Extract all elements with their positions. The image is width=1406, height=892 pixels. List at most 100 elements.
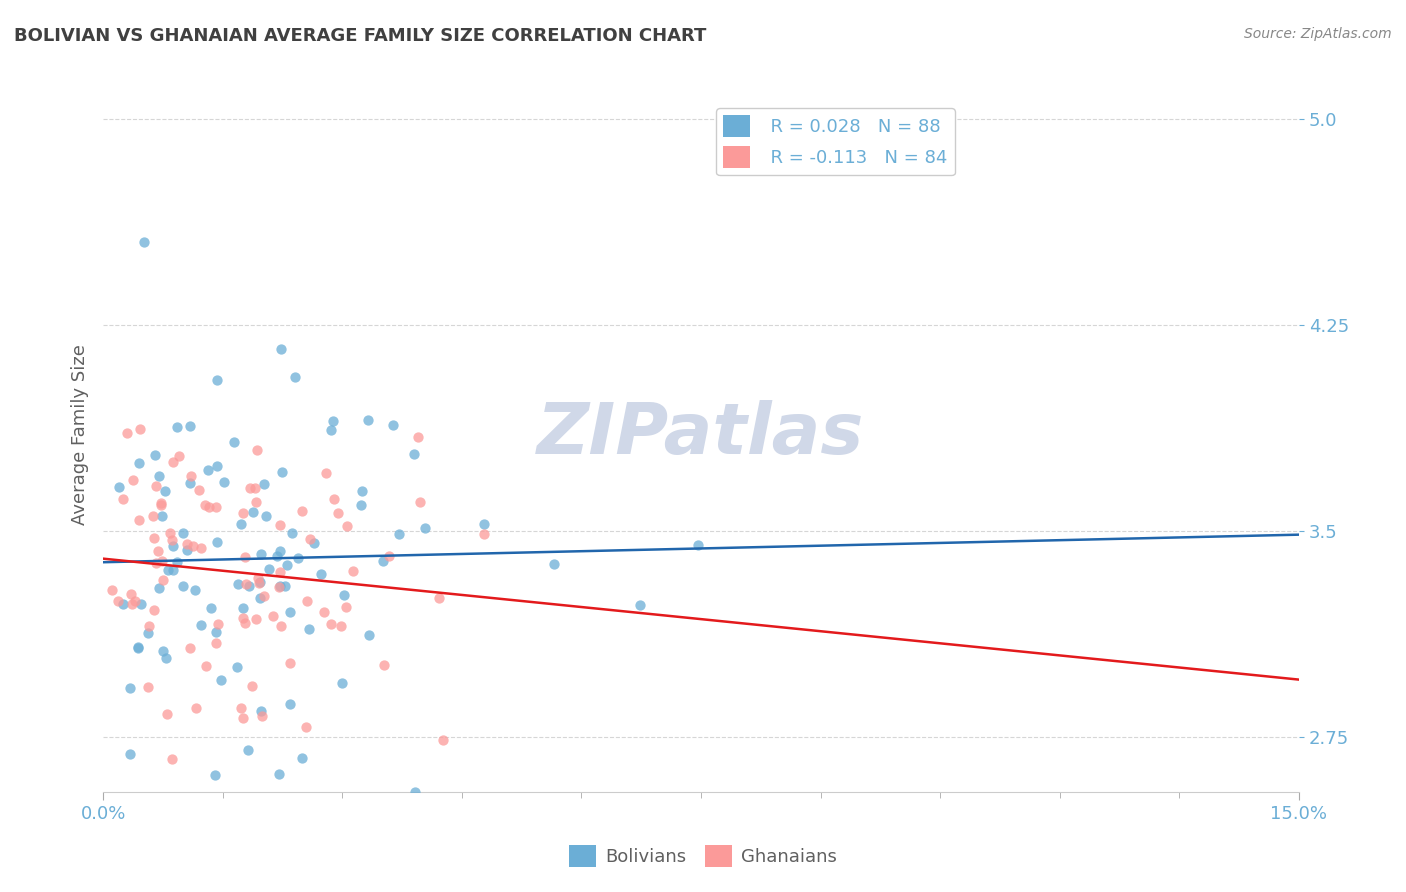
Point (231, 516, 253, 531)
Point (472, 517, 495, 532)
Point (143, 448, 166, 462)
Point (107, 480, 129, 494)
Point (167, 449, 190, 463)
Point (127, 640, 149, 654)
Point (319, 423, 342, 437)
Point (232, 711, 254, 725)
Point (322, 414, 344, 428)
Point (302, 535, 325, 549)
Point (250, 547, 273, 561)
Point (162, 563, 184, 577)
Point (271, 465, 294, 479)
Point (381, 417, 404, 432)
Point (200, 600, 222, 615)
Point (148, 468, 170, 483)
Point (250, 709, 273, 723)
Point (235, 550, 257, 565)
Point (145, 556, 167, 570)
Point (335, 600, 357, 615)
Point (245, 495, 267, 509)
Point (284, 370, 307, 384)
Legend: Bolivians, Ghanaians: Bolivians, Ghanaians (562, 838, 844, 874)
Point (249, 575, 271, 590)
Point (253, 476, 276, 491)
Legend:   R = 0.028   N = 88,   R = -0.113   N = 84: R = 0.028 N = 88, R = -0.113 N = 84 (716, 108, 955, 176)
Point (472, 527, 495, 541)
Point (330, 676, 353, 690)
Point (278, 656, 301, 670)
Point (120, 587, 142, 601)
Point (195, 659, 218, 673)
Point (129, 597, 152, 611)
Point (190, 541, 212, 555)
Point (333, 588, 356, 602)
Point (336, 519, 359, 533)
Point (240, 679, 263, 693)
Point (628, 598, 651, 612)
Point (214, 475, 236, 489)
Point (269, 565, 291, 579)
Point (543, 557, 565, 571)
Point (205, 500, 228, 515)
Point (166, 420, 188, 434)
Point (190, 617, 212, 632)
Point (149, 498, 172, 512)
Point (269, 544, 291, 558)
Point (162, 539, 184, 553)
Text: ZIPatlas: ZIPatlas (537, 401, 865, 469)
Text: Source: ZipAtlas.com: Source: ZipAtlas.com (1244, 27, 1392, 41)
Point (269, 580, 291, 594)
Point (150, 554, 173, 568)
Point (155, 650, 177, 665)
Point (179, 419, 201, 434)
Point (128, 456, 150, 470)
Point (287, 551, 309, 566)
Point (299, 532, 322, 546)
Point (184, 701, 207, 715)
Point (207, 616, 229, 631)
Point (188, 483, 211, 498)
Point (278, 606, 301, 620)
Point (342, 564, 364, 578)
Point (250, 704, 273, 718)
Point (408, 430, 430, 444)
Point (143, 603, 166, 617)
Point (231, 700, 253, 714)
Point (127, 641, 149, 656)
Point (357, 628, 380, 642)
Point (172, 525, 194, 540)
Point (146, 544, 169, 558)
Point (295, 594, 318, 608)
Point (352, 483, 374, 498)
Point (157, 563, 180, 577)
Point (291, 751, 314, 765)
Point (132, 235, 155, 250)
Point (226, 577, 249, 591)
Point (427, 591, 450, 606)
Point (101, 583, 124, 598)
Point (278, 698, 301, 712)
Point (245, 481, 267, 495)
Point (160, 533, 183, 548)
Point (149, 496, 172, 510)
Point (121, 597, 143, 611)
Point (148, 581, 170, 595)
Point (373, 657, 395, 672)
Point (298, 622, 321, 636)
Point (413, 521, 436, 535)
Point (350, 498, 373, 512)
Point (688, 538, 710, 552)
Point (152, 574, 174, 588)
Point (242, 505, 264, 519)
Point (145, 478, 167, 492)
Point (266, 549, 288, 563)
Text: BOLIVIAN VS GHANAIAN AVERAGE FAMILY SIZE CORRELATION CHART: BOLIVIAN VS GHANAIAN AVERAGE FAMILY SIZE… (14, 27, 706, 45)
Point (209, 673, 232, 687)
Point (172, 579, 194, 593)
Point (291, 504, 314, 518)
Point (128, 513, 150, 527)
Point (270, 618, 292, 632)
Point (269, 579, 291, 593)
Point (315, 466, 337, 480)
Point (180, 468, 202, 483)
